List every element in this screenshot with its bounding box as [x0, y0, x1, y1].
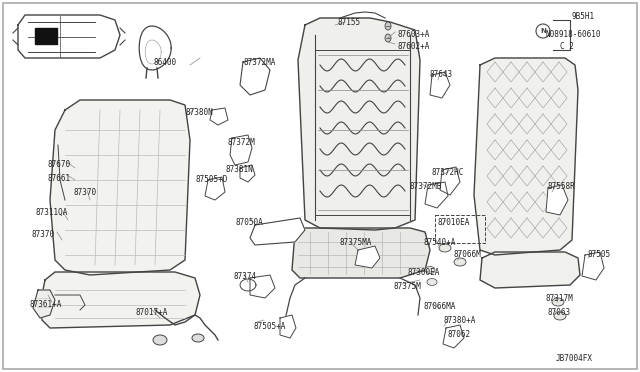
Text: C 2: C 2 — [560, 42, 574, 51]
Text: 87361+A: 87361+A — [30, 300, 62, 309]
Ellipse shape — [385, 22, 391, 30]
Text: 87062: 87062 — [447, 330, 470, 339]
Polygon shape — [298, 18, 420, 230]
Text: 87374: 87374 — [234, 272, 257, 281]
Text: 87063: 87063 — [547, 308, 570, 317]
Text: 87372M: 87372M — [228, 138, 256, 147]
Text: 87661: 87661 — [48, 174, 71, 183]
Ellipse shape — [427, 279, 437, 285]
Text: 87017+A: 87017+A — [136, 308, 168, 317]
Text: 86400: 86400 — [153, 58, 176, 67]
Polygon shape — [292, 228, 430, 278]
Text: 87370: 87370 — [32, 230, 55, 239]
Polygon shape — [425, 182, 448, 208]
Text: 87670: 87670 — [48, 160, 71, 169]
Text: 87372MA: 87372MA — [243, 58, 275, 67]
Polygon shape — [440, 167, 460, 195]
Polygon shape — [280, 315, 296, 338]
Polygon shape — [140, 26, 172, 70]
Ellipse shape — [552, 298, 564, 306]
Polygon shape — [443, 325, 464, 348]
Polygon shape — [230, 135, 252, 165]
Ellipse shape — [153, 335, 167, 345]
Polygon shape — [430, 72, 450, 98]
Polygon shape — [240, 58, 270, 95]
Polygon shape — [474, 58, 578, 255]
Text: 87603+A: 87603+A — [398, 30, 430, 39]
Polygon shape — [40, 272, 200, 328]
Ellipse shape — [454, 258, 466, 266]
Text: 9B5H1: 9B5H1 — [572, 12, 595, 21]
Polygon shape — [355, 246, 380, 268]
Polygon shape — [250, 275, 275, 298]
Ellipse shape — [439, 244, 451, 252]
Text: 87370: 87370 — [73, 188, 96, 197]
Text: 87317M: 87317M — [545, 294, 573, 303]
Text: 87300EA: 87300EA — [408, 268, 440, 277]
Ellipse shape — [192, 334, 204, 342]
Text: 87380+A: 87380+A — [443, 316, 476, 325]
Polygon shape — [210, 108, 228, 125]
Text: 87558R: 87558R — [548, 182, 576, 191]
Polygon shape — [18, 15, 120, 58]
Text: 87381N: 87381N — [225, 165, 253, 174]
Polygon shape — [33, 290, 55, 318]
Text: 87372MB: 87372MB — [410, 182, 442, 191]
Text: N08918-60610: N08918-60610 — [545, 30, 600, 39]
Polygon shape — [250, 218, 305, 245]
Text: 87066MA: 87066MA — [424, 302, 456, 311]
Text: 87372HC: 87372HC — [432, 168, 465, 177]
Text: 87505+A: 87505+A — [253, 322, 285, 331]
Text: 87540+A: 87540+A — [423, 238, 456, 247]
Ellipse shape — [554, 312, 566, 320]
Polygon shape — [240, 165, 255, 182]
Text: 87602+A: 87602+A — [398, 42, 430, 51]
Text: 87010EA: 87010EA — [438, 218, 470, 227]
Polygon shape — [240, 279, 256, 291]
Polygon shape — [205, 177, 225, 200]
Text: 87505+D: 87505+D — [196, 175, 228, 184]
Ellipse shape — [425, 266, 435, 273]
Polygon shape — [50, 100, 190, 275]
Polygon shape — [546, 185, 568, 215]
Circle shape — [536, 24, 550, 38]
Text: 87375M: 87375M — [394, 282, 422, 291]
Text: 87066M: 87066M — [453, 250, 481, 259]
Bar — [35, 28, 57, 44]
Ellipse shape — [385, 34, 391, 42]
Text: N: N — [540, 28, 546, 34]
Polygon shape — [582, 252, 604, 280]
Polygon shape — [480, 252, 580, 288]
Text: 87311QA: 87311QA — [36, 208, 68, 217]
Text: 87155: 87155 — [338, 18, 361, 27]
Bar — [435, 215, 485, 243]
Text: JB7004FX: JB7004FX — [556, 354, 593, 363]
Text: 87050A: 87050A — [236, 218, 264, 227]
Text: 87505: 87505 — [588, 250, 611, 259]
Text: 87380N: 87380N — [185, 108, 212, 117]
Text: 87643: 87643 — [430, 70, 453, 79]
Text: 87375MA: 87375MA — [340, 238, 372, 247]
